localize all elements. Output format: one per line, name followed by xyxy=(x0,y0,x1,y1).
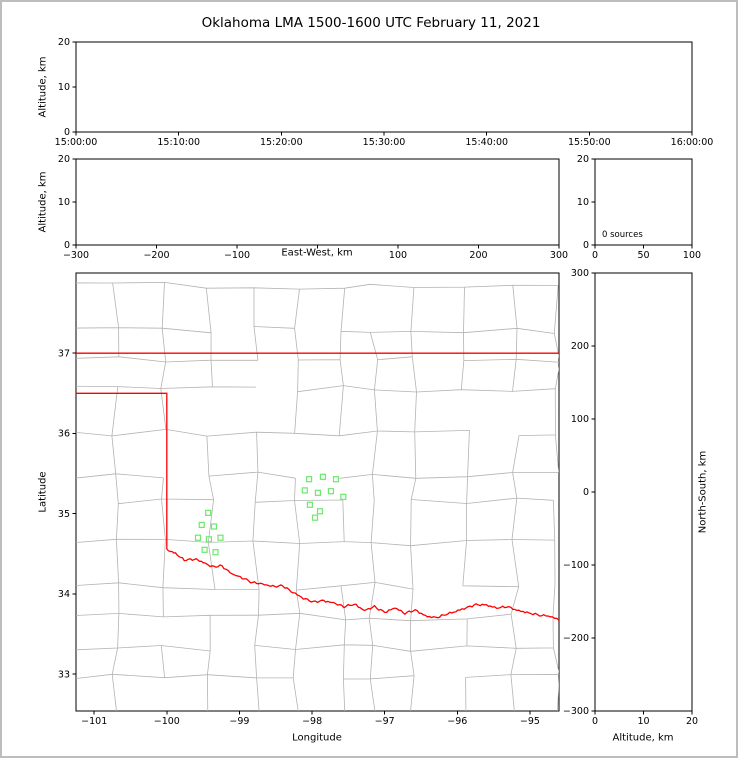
altitude-histogram-panel-ytick-label: 0 xyxy=(583,240,589,251)
time-height-panel-xtick-label: 15:20:00 xyxy=(260,137,303,148)
east-west-height-panel-ytick-label: 0 xyxy=(64,240,70,251)
plan-view-map-xtick-label: −97 xyxy=(375,716,395,727)
lma-station-marker xyxy=(316,508,324,515)
east-west-height-panel-xtick-label: −100 xyxy=(224,250,250,261)
plan-view-map-xtick-label: −96 xyxy=(447,716,467,727)
north-south-height-panel-ytick-label: −200 xyxy=(563,633,589,644)
lma-station-marker xyxy=(314,489,321,496)
north-south-height-panel-ytick-label: 200 xyxy=(571,341,589,352)
time-height-panel-frame xyxy=(75,41,693,133)
plan-view-map-ytick-label: 37 xyxy=(58,348,70,359)
east-west-height-panel-xtick-label: 100 xyxy=(389,250,407,261)
north-south-height-panel-xtick-label: 20 xyxy=(686,716,698,727)
plan-view-map-xtick-label: −98 xyxy=(302,716,322,727)
plan-view-map-ytick-label: 34 xyxy=(58,589,70,600)
altitude-histogram-panel-xtick-label: 50 xyxy=(637,250,649,261)
lma-station-marker xyxy=(212,549,219,556)
red-river-border xyxy=(166,548,559,621)
plan-view-map-ytick-label: 35 xyxy=(58,509,70,520)
lma-station-marker xyxy=(340,493,347,500)
altitude-histogram-panel-frame xyxy=(594,158,693,246)
time-height-panel-xtick-label: 15:00:00 xyxy=(55,137,98,148)
time-height-panel-xtick-label: 16:00:00 xyxy=(671,137,714,148)
lma-station-marker xyxy=(217,534,224,541)
north-south-height-panel-xtick-label: 10 xyxy=(637,716,649,727)
lma-station-marker xyxy=(332,476,340,483)
plan-view-map-xtick-label: −101 xyxy=(81,716,107,727)
altitude-histogram-panel-ytick-label: 10 xyxy=(577,197,589,208)
lma-station-marker xyxy=(210,523,218,530)
lma-station-marker xyxy=(194,534,202,541)
plan-view-map-xtick-label: −99 xyxy=(229,716,249,727)
east-west-height-panel-ytick-label: 10 xyxy=(58,197,70,208)
lma-station-marker xyxy=(327,488,334,495)
county-boundaries xyxy=(76,282,559,711)
lma-station-marker xyxy=(311,514,319,521)
north-south-height-panel-ytick-label: 300 xyxy=(571,268,589,279)
north-south-height-panel-xtick-label: 0 xyxy=(592,716,598,727)
altitude-histogram-panel-ytick-label: 20 xyxy=(577,154,589,165)
altitude-histogram-panel-xtick-label: 100 xyxy=(683,250,701,261)
east-west-height-panel-frame xyxy=(75,158,560,246)
figure-title: Oklahoma LMA 1500-1600 UTC February 11, … xyxy=(201,15,541,31)
north-south-height-panel-ytick-label: −100 xyxy=(563,560,589,571)
east-west-height-panel-xtick-label: 200 xyxy=(469,250,487,261)
lma-station-marker xyxy=(319,473,326,480)
plan-view-map-ytick-label: 36 xyxy=(58,429,70,440)
lma-station-marker xyxy=(198,521,205,529)
time-height-panel-xtick-label: 15:40:00 xyxy=(465,137,508,148)
lma-station-marker xyxy=(205,536,212,543)
ew-panel-xlabel: East-West, km xyxy=(281,247,353,259)
north-south-height-panel-ytick-label: −300 xyxy=(563,706,589,717)
time-height-panel-xtick-label: 15:30:00 xyxy=(363,137,406,148)
plan-view-map-ytick-label: 33 xyxy=(58,669,70,680)
north-south-height-panel-frame xyxy=(594,272,693,712)
lma-station-marker xyxy=(306,476,313,483)
lma-station-marker xyxy=(205,509,212,516)
histogram-source-count: 0 sources xyxy=(602,230,643,240)
lma-station-marker xyxy=(301,487,308,494)
east-west-height-panel-xtick-label: −300 xyxy=(63,250,89,261)
plan-view-map-frame xyxy=(75,272,560,712)
lma-station-marker xyxy=(201,546,208,553)
time-height-panel-ytick-label: 20 xyxy=(58,37,70,48)
lma-station-marker xyxy=(306,501,313,508)
time-height-panel-xtick-label: 15:10:00 xyxy=(157,137,200,148)
east-west-height-panel-ytick-label: 20 xyxy=(58,154,70,165)
plan-view-map-xtick-label: −100 xyxy=(154,716,180,727)
time-height-panel-ytick-label: 10 xyxy=(58,82,70,93)
north-south-height-panel-ytick-label: 0 xyxy=(583,487,589,498)
plan-view-map-xtick-label: −95 xyxy=(520,716,540,727)
map-content xyxy=(76,282,559,711)
altitude-histogram-panel-xtick-label: 0 xyxy=(592,250,598,261)
east-west-height-panel-xtick-label: 300 xyxy=(550,250,568,261)
map-xlabel: Longitude xyxy=(292,732,342,744)
north-south-height-panel-ytick-label: 100 xyxy=(571,414,589,425)
time-height-panel-ytick-label: 0 xyxy=(64,127,70,138)
east-west-height-panel-xtick-label: −200 xyxy=(143,250,169,261)
oklahoma-state-border xyxy=(76,352,559,549)
ns-panel-xlabel: Altitude, km xyxy=(612,732,674,744)
time-height-panel-xtick-label: 15:50:00 xyxy=(568,137,611,148)
